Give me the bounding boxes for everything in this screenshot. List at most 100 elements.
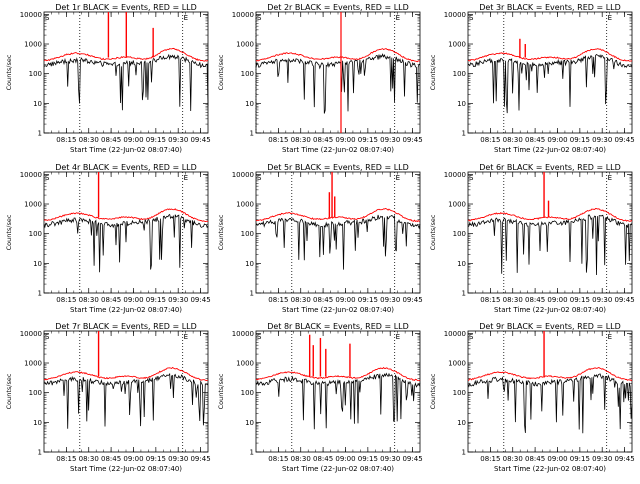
- x-tick-label: 09:45: [402, 136, 422, 144]
- y-tick-label: 10: [33, 419, 42, 427]
- x-tick-label: 08:30: [503, 136, 523, 144]
- panel-det-9: Det 9r BLACK = Events, RED = LLD Counts/s…: [429, 322, 635, 473]
- x-tick-label: 09:45: [614, 296, 634, 304]
- panel-det-4: Det 4r BLACK = Events, RED = LLD Counts/s…: [5, 163, 211, 314]
- x-tick-label: 09:45: [614, 136, 634, 144]
- time-marker-e: E: [396, 14, 400, 22]
- lld-series-line: [467, 48, 633, 62]
- panel-det-8: Det 8r BLACK = Events, RED = LLD Counts/s…: [217, 322, 423, 473]
- time-marker-s: S: [257, 174, 262, 182]
- panel-det-3: Det 3r BLACK = Events, RED = LLD Counts/s…: [429, 3, 635, 154]
- time-marker-e: E: [396, 333, 400, 341]
- events-series-line: [467, 373, 633, 434]
- panel-title: Det 6r BLACK = Events, RED = LLD: [479, 163, 621, 172]
- x-tick-label: 09:30: [380, 455, 400, 463]
- time-marker-s: S: [469, 14, 474, 22]
- y-tick-label: 1: [462, 290, 466, 298]
- x-tick-label: 09:15: [146, 136, 166, 144]
- x-tick-label: 09:15: [570, 136, 590, 144]
- x-axis-label: Start Time (22-Jun-02 08:07:40): [282, 465, 394, 473]
- x-tick-label: 08:15: [480, 455, 500, 463]
- x-tick-label: 08:30: [79, 136, 99, 144]
- x-tick-label: 08:15: [56, 296, 76, 304]
- x-tick-label: 09:45: [614, 455, 634, 463]
- y-tick-label: 10000: [20, 330, 42, 338]
- x-tick-label: 09:30: [168, 296, 188, 304]
- y-tick-label: 100: [453, 230, 466, 238]
- x-tick-label: 09:15: [146, 455, 166, 463]
- y-tick-label: 1000: [24, 41, 42, 49]
- y-tick-label: 1: [38, 449, 42, 457]
- plot-frame: [43, 171, 209, 294]
- y-tick-label: 1000: [236, 360, 254, 368]
- time-marker-e: E: [608, 333, 612, 341]
- y-tick-label: 10: [457, 260, 466, 268]
- x-tick-label: 09:30: [592, 455, 612, 463]
- y-tick-label: 10: [245, 419, 254, 427]
- x-tick-label: 09:15: [146, 296, 166, 304]
- x-axis-label: Start Time (22-Jun-02 08:07:40): [70, 306, 182, 314]
- x-tick-label: 08:45: [313, 136, 333, 144]
- y-tick-label: 10: [457, 100, 466, 108]
- time-marker-s: S: [257, 14, 262, 22]
- y-tick-label: 10000: [232, 330, 254, 338]
- time-marker-s: S: [45, 174, 50, 182]
- y-tick-label: 1: [38, 290, 42, 298]
- x-tick-label: 09:00: [123, 136, 143, 144]
- y-tick-label: 100: [29, 70, 42, 78]
- y-tick-label: 100: [241, 230, 254, 238]
- x-tick-label: 08:15: [268, 455, 288, 463]
- x-tick-label: 08:30: [291, 136, 311, 144]
- panel-title: Det 8r BLACK = Events, RED = LLD: [267, 322, 409, 331]
- x-tick-label: 09:00: [547, 296, 567, 304]
- x-tick-label: 08:45: [525, 296, 545, 304]
- x-tick-label: 09:30: [168, 455, 188, 463]
- y-axis-label: Counts/sec: [429, 214, 437, 250]
- y-tick-label: 1000: [448, 360, 466, 368]
- x-tick-label: 09:15: [570, 296, 590, 304]
- panel-title: Det 9r BLACK = Events, RED = LLD: [479, 322, 621, 331]
- x-tick-label: 09:30: [380, 136, 400, 144]
- x-tick-label: 09:00: [547, 455, 567, 463]
- x-axis-label: Start Time (22-Jun-02 08:07:40): [494, 146, 606, 154]
- y-axis-label: Counts/sec: [5, 214, 13, 250]
- time-marker-e: E: [184, 14, 188, 22]
- y-tick-label: 100: [453, 389, 466, 397]
- x-tick-label: 08:45: [525, 136, 545, 144]
- y-tick-label: 1000: [236, 41, 254, 49]
- time-marker-e: E: [608, 14, 612, 22]
- events-series-line: [43, 213, 209, 273]
- panel-title: Det 7r BLACK = Events, RED = LLD: [55, 322, 197, 331]
- events-series-line: [43, 372, 209, 429]
- y-tick-label: 10: [33, 260, 42, 268]
- x-tick-label: 08:45: [313, 296, 333, 304]
- panel-title: Det 4r BLACK = Events, RED = LLD: [55, 163, 197, 172]
- y-tick-label: 100: [29, 389, 42, 397]
- x-tick-label: 09:30: [592, 296, 612, 304]
- x-tick-label: 09:45: [402, 296, 422, 304]
- y-tick-label: 1000: [236, 201, 254, 209]
- x-tick-label: 09:45: [402, 455, 422, 463]
- x-tick-label: 08:15: [56, 455, 76, 463]
- panel-title: Det 2r BLACK = Events, RED = LLD: [267, 3, 409, 12]
- y-tick-label: 10000: [444, 11, 466, 19]
- x-tick-label: 08:15: [268, 136, 288, 144]
- y-tick-label: 1000: [448, 41, 466, 49]
- time-marker-s: S: [45, 333, 50, 341]
- y-tick-label: 1: [250, 130, 254, 138]
- x-tick-label: 09:15: [358, 296, 378, 304]
- y-tick-label: 1: [38, 130, 42, 138]
- y-axis-label: Counts/sec: [217, 214, 225, 250]
- time-marker-s: S: [469, 174, 474, 182]
- lld-series-line: [467, 367, 633, 382]
- y-tick-label: 1000: [448, 201, 466, 209]
- y-tick-label: 1: [462, 130, 466, 138]
- panel-title: Det 5r BLACK = Events, RED = LLD: [267, 163, 409, 172]
- y-tick-label: 10000: [444, 330, 466, 338]
- x-axis-label: Start Time (22-Jun-02 08:07:40): [70, 146, 182, 154]
- lld-series-line: [255, 48, 421, 63]
- y-tick-label: 10000: [20, 11, 42, 19]
- x-axis-label: Start Time (22-Jun-02 08:07:40): [70, 465, 182, 473]
